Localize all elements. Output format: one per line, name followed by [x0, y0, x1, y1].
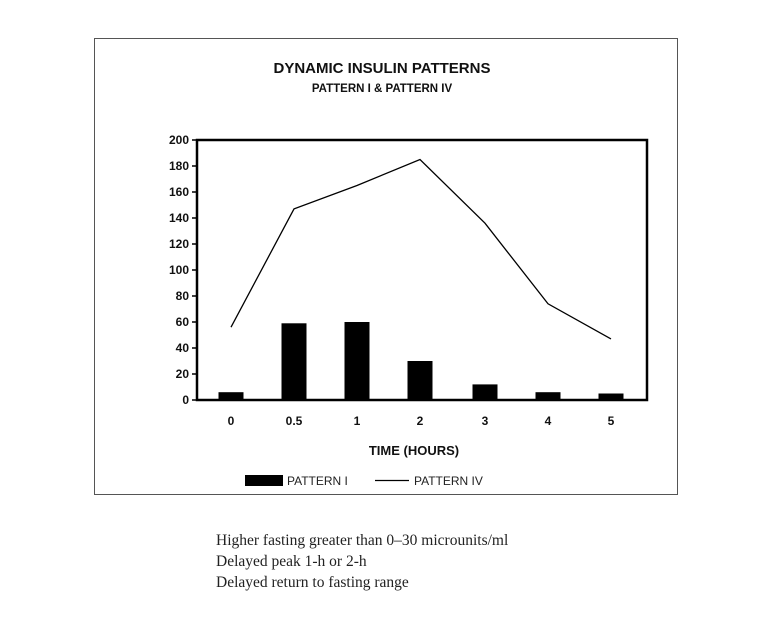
y-tick-label: 180 [169, 159, 189, 173]
plot-frame [195, 138, 649, 402]
pattern-i-bar [218, 392, 244, 400]
pattern-iv-line [230, 158, 612, 340]
pattern-i-bar [407, 361, 433, 400]
x-tick-label: 1 [354, 414, 361, 428]
insulin-chart: DYNAMIC INSULIN PATTERNS PATTERN I & PAT… [169, 60, 649, 488]
caption-line: Delayed return to fasting range [216, 574, 409, 591]
x-tick-label: 5 [608, 414, 615, 428]
y-tick-label: 140 [169, 211, 189, 225]
legend-label-pattern-iv: PATTERN IV [414, 474, 483, 488]
x-tick-label: 0.5 [286, 414, 303, 428]
y-tick-label: 40 [176, 341, 190, 355]
legend-swatch-pattern-i [245, 475, 283, 486]
x-tick-label: 0 [228, 414, 235, 428]
pattern-i-bar [344, 322, 370, 400]
y-tick-label: 80 [176, 289, 190, 303]
pattern-i-bar [598, 393, 624, 400]
chart-subtitle: PATTERN I & PATTERN IV [312, 83, 453, 95]
pattern-i-bar [281, 323, 307, 400]
pattern-i-bar [472, 384, 498, 400]
legend-label-pattern-i: PATTERN I [287, 474, 348, 488]
x-tick-label: 4 [545, 414, 552, 428]
y-tick-label: 160 [169, 185, 189, 199]
caption: Higher fasting greater than 0–30 microun… [216, 530, 508, 593]
x-tick-label: 3 [482, 414, 489, 428]
pattern-i-bar [535, 392, 561, 400]
figure-frame: DYNAMIC INSULIN PATTERNS PATTERN I & PAT… [94, 38, 678, 495]
y-tick-label: 200 [169, 133, 189, 147]
caption-line: Delayed peak 1-h or 2-h [216, 553, 367, 570]
y-tick-label: 0 [182, 393, 189, 407]
y-tick-label: 100 [169, 263, 189, 277]
chart-title: DYNAMIC INSULIN PATTERNS [274, 60, 491, 77]
caption-line: Higher fasting greater than 0–30 microun… [216, 532, 509, 549]
y-tick-label: 20 [176, 367, 190, 381]
y-tick-label: 120 [169, 237, 189, 251]
y-tick-label: 60 [176, 315, 190, 329]
x-tick-label: 2 [417, 414, 424, 428]
x-axis-title: TIME (HOURS) [369, 443, 459, 458]
